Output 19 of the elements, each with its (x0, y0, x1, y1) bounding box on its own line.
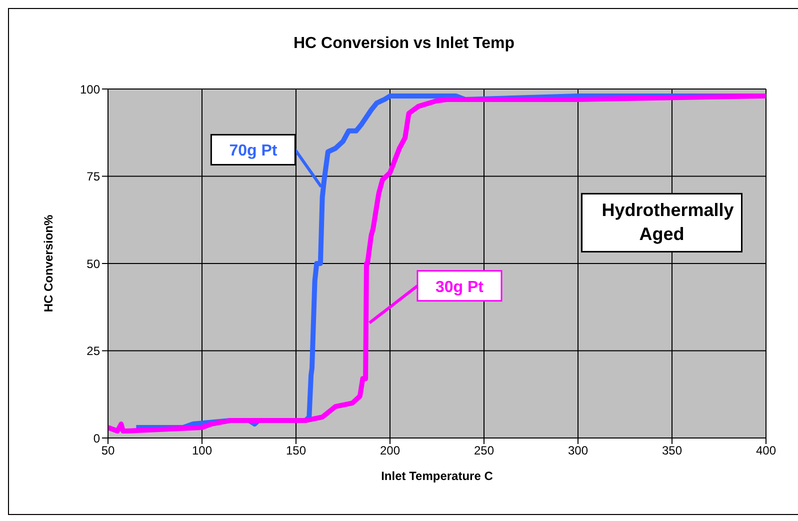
y-tick-label: 75 (86, 170, 100, 184)
x-tick-label: 100 (192, 444, 212, 458)
y-axis-title: HC Conversion% (41, 214, 56, 312)
text: 70g Pt (229, 142, 278, 160)
y-tick-label: 0 (93, 431, 100, 446)
x-tick-label: 250 (474, 444, 494, 458)
annotation: Hydrothermally Aged (600, 198, 735, 246)
x-tick-label: 150 (286, 444, 306, 458)
x-axis-title: Inlet Temperature C (381, 469, 494, 483)
x-tick-label: 350 (662, 444, 682, 458)
chart-title: HC Conversion vs Inlet Temp (292, 35, 516, 53)
x-tick-label: 200 (380, 444, 400, 458)
x-tick-label: 400 (756, 444, 776, 458)
text: 30g Pt (435, 278, 484, 296)
y-tick-label: 50 (86, 256, 100, 271)
y-tick-label: 25 (86, 344, 100, 358)
x-tick-label: 50 (101, 444, 115, 458)
x-tick-label: 300 (568, 444, 588, 458)
y-tick-label: 100 (80, 82, 100, 96)
